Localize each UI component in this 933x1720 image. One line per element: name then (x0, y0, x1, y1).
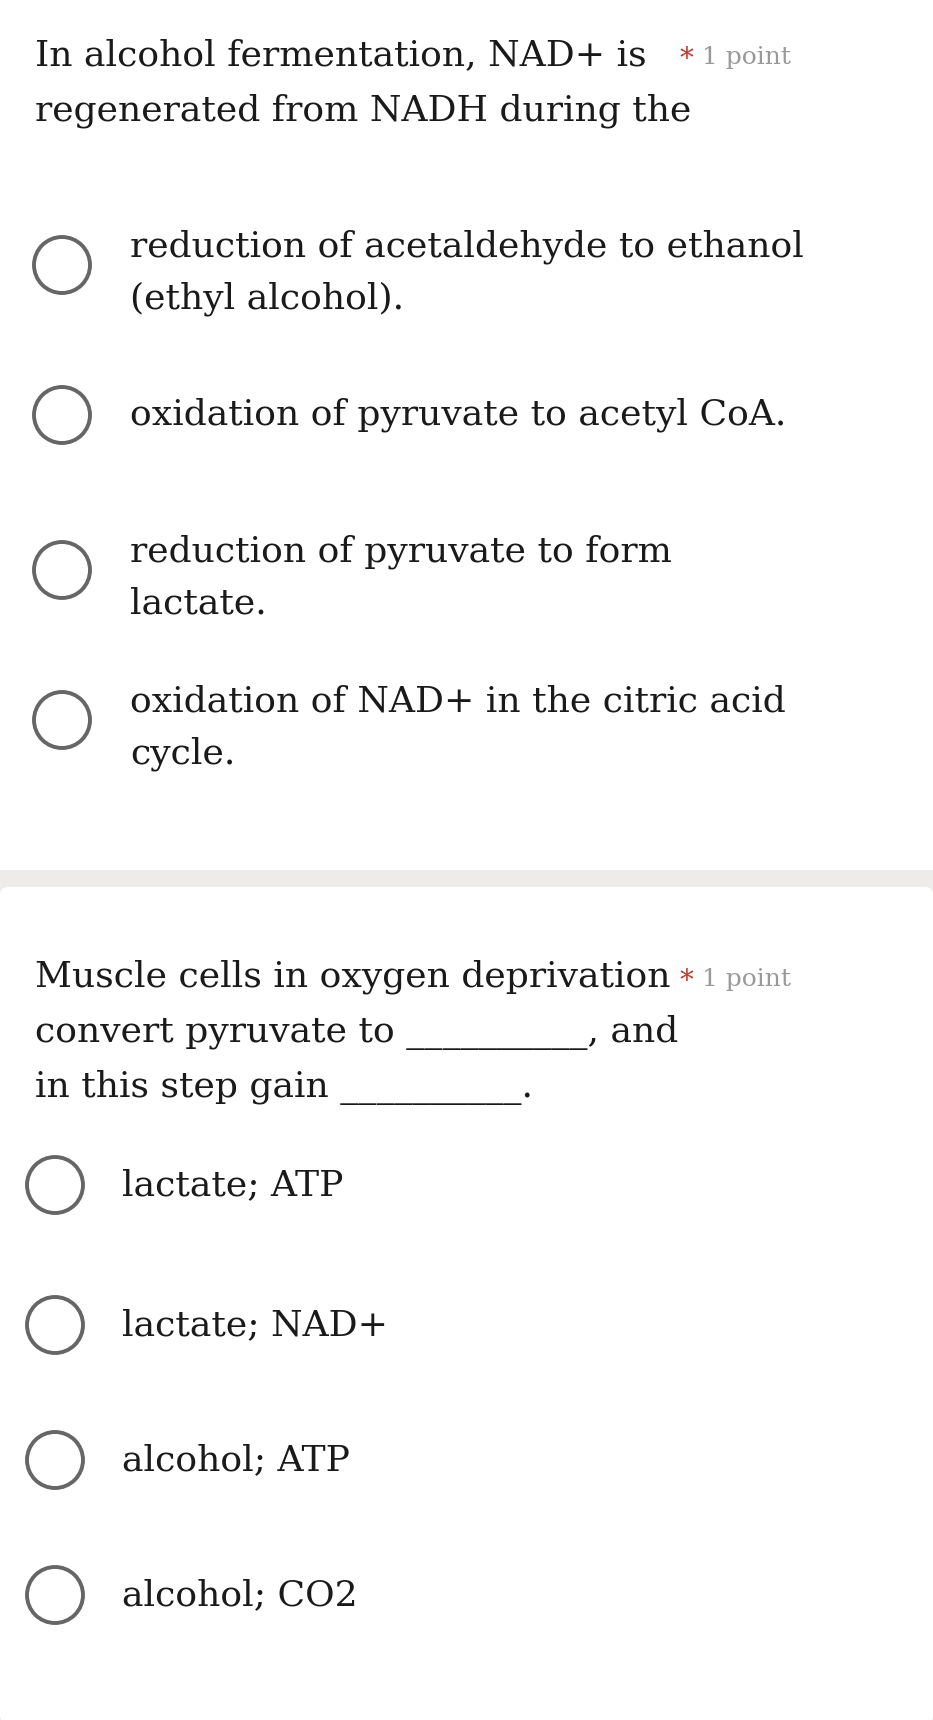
Text: oxidation of pyruvate to acetyl CoA.: oxidation of pyruvate to acetyl CoA. (130, 397, 787, 432)
Text: regenerated from NADH during the: regenerated from NADH during the (35, 93, 691, 127)
Text: reduction of acetaldehyde to ethanol: reduction of acetaldehyde to ethanol (130, 230, 804, 265)
Text: 1 point: 1 point (702, 968, 791, 991)
Text: lactate.: lactate. (130, 587, 267, 621)
Text: lactate; ATP: lactate; ATP (122, 1168, 343, 1202)
FancyBboxPatch shape (0, 888, 933, 1720)
Text: In alcohol fermentation, NAD+ is: In alcohol fermentation, NAD+ is (35, 38, 647, 72)
Text: (ethyl alcohol).: (ethyl alcohol). (130, 282, 404, 316)
Text: cycle.: cycle. (130, 736, 235, 771)
Text: oxidation of NAD+ in the citric acid: oxidation of NAD+ in the citric acid (130, 685, 786, 719)
Text: 1 point: 1 point (702, 46, 791, 69)
Text: convert pyruvate to __________, and: convert pyruvate to __________, and (35, 1015, 678, 1049)
Text: alcohol; CO2: alcohol; CO2 (122, 1577, 357, 1612)
Text: in this step gain __________.: in this step gain __________. (35, 1070, 533, 1104)
Text: *: * (680, 968, 694, 994)
Bar (0, 0, 933, 870)
Text: lactate; NAD+: lactate; NAD+ (122, 1307, 388, 1342)
Text: alcohol; ATP: alcohol; ATP (122, 1443, 350, 1477)
Text: reduction of pyruvate to form: reduction of pyruvate to form (130, 535, 672, 569)
Text: Muscle cells in oxygen deprivation: Muscle cells in oxygen deprivation (35, 960, 671, 994)
Text: *: * (680, 46, 694, 72)
Bar (0, 870, 933, 1720)
